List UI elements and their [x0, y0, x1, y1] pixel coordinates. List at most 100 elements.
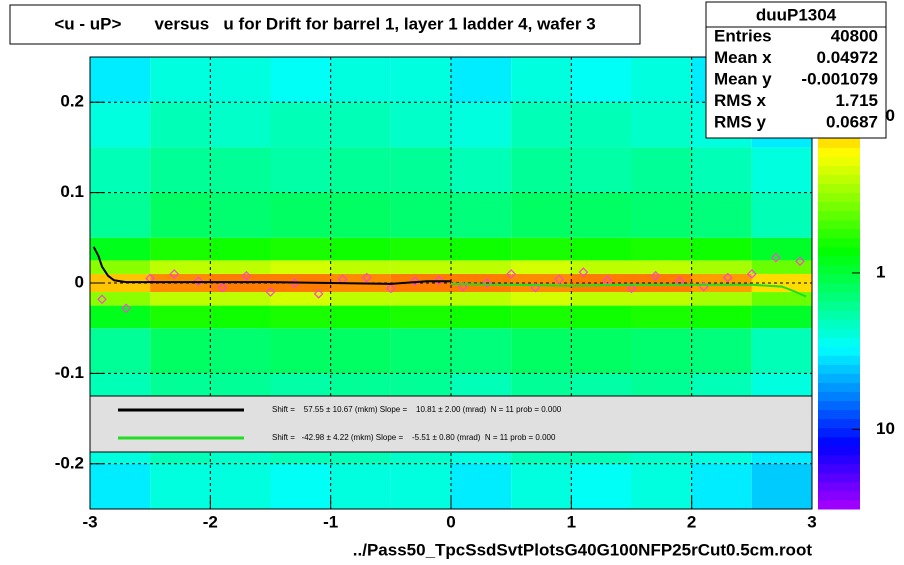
heatmap-cell — [751, 147, 812, 193]
heatmap-cell — [451, 192, 512, 238]
color-bar-step — [818, 237, 860, 248]
stats-value: 0.04972 — [817, 48, 878, 67]
profile-point — [313, 288, 324, 299]
heatmap-cell — [150, 102, 211, 148]
profile-point — [626, 283, 637, 294]
heatmap-cell — [571, 237, 632, 261]
y-tick-label: -0.1 — [55, 363, 84, 382]
heatmap-cell — [511, 57, 572, 103]
color-bar-step — [818, 192, 860, 203]
profile-point — [650, 270, 661, 281]
heatmap-cell — [270, 305, 331, 329]
heatmap-cell — [691, 147, 752, 193]
profile-point — [722, 272, 733, 283]
x-tick-label: -2 — [203, 512, 218, 531]
heatmap-cell — [571, 147, 632, 193]
heatmap-cell — [751, 328, 812, 374]
profile-point — [795, 256, 805, 267]
heatmap-cell — [270, 463, 331, 509]
color-bar-step — [818, 337, 860, 347]
heatmap-cell — [150, 57, 211, 103]
title-box — [9, 4, 641, 45]
heatmap-cell — [390, 147, 451, 193]
color-bar-step — [818, 301, 860, 311]
legend-box — [89, 395, 813, 453]
color-bar-step — [818, 255, 860, 266]
heatmap-cell — [90, 463, 151, 509]
color-bar-step — [818, 391, 860, 402]
x-tick-label: 0 — [446, 512, 455, 531]
heatmap-cell — [511, 463, 572, 509]
heatmap-cell — [511, 260, 572, 274]
heatmap-cell — [631, 292, 692, 306]
heatmap-cell — [451, 305, 512, 329]
heatmap-cell — [511, 292, 572, 306]
heatmap-cell — [210, 292, 271, 306]
heatmap-cell — [210, 237, 271, 261]
profile-point — [554, 274, 565, 285]
heatmap-cell — [270, 102, 331, 148]
heatmap-cell — [451, 57, 512, 103]
chart-title: <u - uP> versus u for Drift for barrel 1… — [54, 14, 595, 33]
color-bar-step — [818, 445, 860, 456]
heatmap-cell — [390, 102, 451, 148]
color-bar-step — [818, 201, 860, 212]
color-bar-step — [818, 319, 860, 329]
fit-line — [92, 246, 451, 285]
color-bar-step — [818, 436, 860, 447]
heatmap-cell — [451, 237, 512, 261]
heatmap-cell — [150, 328, 211, 374]
heatmap-cell — [751, 305, 812, 329]
heatmap-cell — [90, 260, 151, 274]
heatmap-cell — [571, 57, 632, 103]
heatmap-cell — [390, 260, 451, 274]
heatmap-cell — [90, 147, 151, 193]
heatmap-cell — [691, 292, 752, 306]
heatmap-cell — [691, 237, 752, 261]
heatmap-cell — [631, 328, 692, 374]
heatmap-cell — [691, 463, 752, 509]
stats-value: -0.001079 — [801, 69, 878, 88]
heatmap-cell — [150, 237, 211, 261]
heatmap-cell — [330, 292, 391, 306]
color-bar-step — [818, 490, 860, 501]
heatmap-cell — [571, 192, 632, 238]
heatmap-cell — [751, 237, 812, 261]
color-bar-step — [818, 219, 860, 230]
heatmap-cell — [330, 260, 391, 274]
heatmap-cell — [691, 260, 752, 274]
heatmap-cell — [330, 102, 391, 148]
heatmap-cell — [390, 292, 451, 306]
heatmap-cell — [751, 292, 812, 306]
color-bar-step — [818, 328, 860, 338]
x-tick-label: 2 — [687, 512, 696, 531]
heatmap-cell — [751, 192, 812, 238]
profile-point — [241, 270, 252, 281]
heatmap-cell — [210, 57, 271, 103]
heatmap-cell — [511, 328, 572, 374]
heatmap-cell — [90, 305, 151, 329]
x-tick-label: -1 — [323, 512, 338, 531]
heatmap-cell — [691, 328, 752, 374]
color-bar-step — [818, 346, 860, 356]
heatmap-cell — [270, 57, 331, 103]
heatmap-cell — [210, 260, 271, 274]
heatmap-cell — [571, 292, 632, 306]
stats-label: Entries — [714, 26, 772, 45]
heatmap-cell — [210, 102, 271, 148]
y-tick-label: 0.2 — [60, 92, 84, 111]
stats-label: RMS x — [714, 91, 767, 110]
color-bar-step — [818, 310, 860, 320]
heatmap-cell — [270, 237, 331, 261]
profile-point — [121, 303, 131, 314]
x-axis-title: ../Pass50_TpcSsdSvtPlotsG40G100NFP25rCut… — [353, 540, 813, 559]
heatmap-cell — [571, 463, 632, 509]
stats-value: 1.715 — [835, 91, 878, 110]
color-bar-step — [818, 165, 860, 176]
profile-point — [97, 294, 107, 305]
heatmap-cell — [511, 192, 572, 238]
heatmap-cell — [90, 192, 151, 238]
heatmap-cell — [90, 102, 151, 148]
color-bar-step — [818, 373, 860, 383]
